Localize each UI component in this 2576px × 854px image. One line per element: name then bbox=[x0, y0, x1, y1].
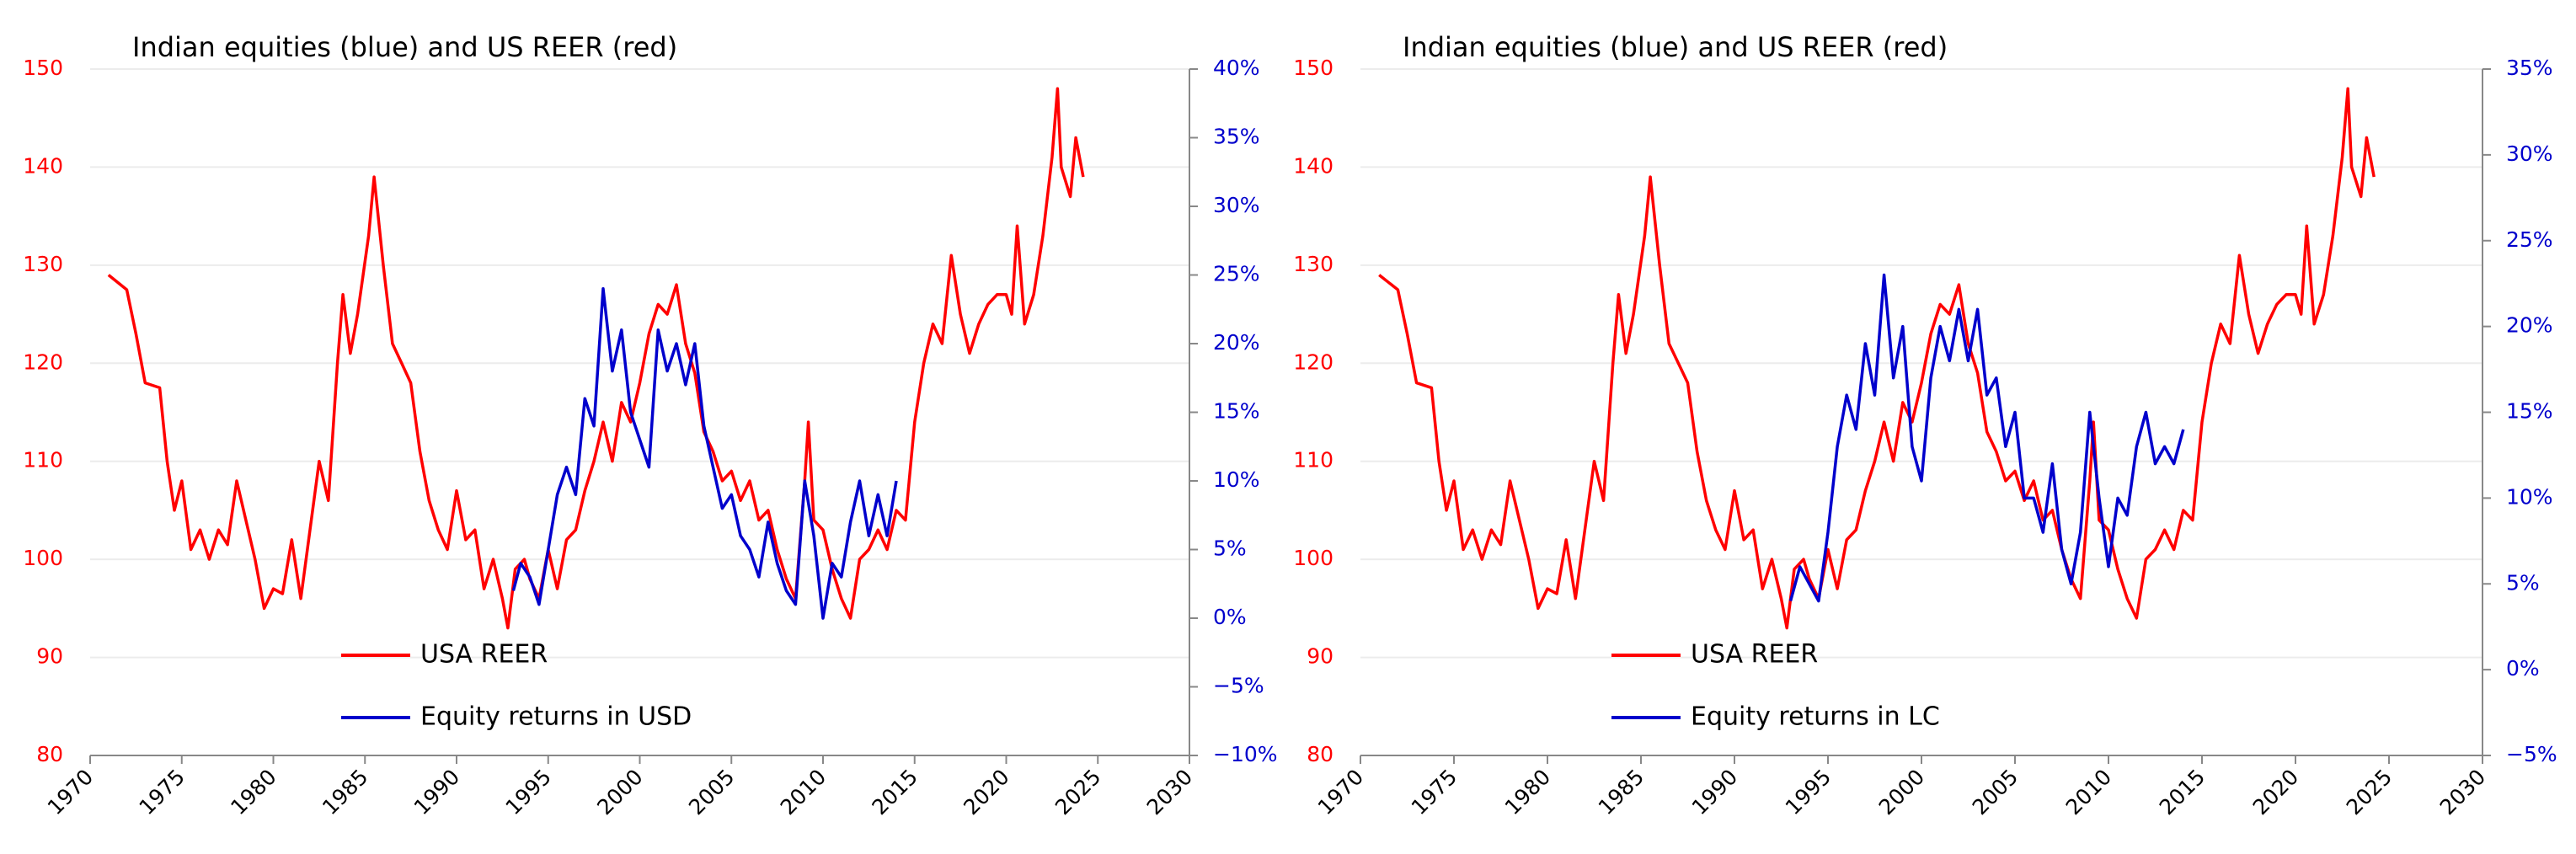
y2-tick-label: 25% bbox=[1213, 262, 1260, 286]
y-tick-label: 120 bbox=[23, 350, 63, 374]
y-tick-label: 120 bbox=[1293, 350, 1333, 374]
x-tick-label: 2000 bbox=[592, 765, 647, 819]
y2-tick-label: 5% bbox=[1213, 536, 1247, 561]
y-tick-label: 140 bbox=[23, 153, 63, 178]
y2-tick-label: 20% bbox=[2506, 313, 2553, 338]
x-tick-label: 2015 bbox=[867, 765, 922, 819]
chart-title: Indian equities (blue) and US REER (red) bbox=[1403, 31, 1948, 63]
y-tick-label: 140 bbox=[1293, 153, 1333, 178]
y2-tick-label: 30% bbox=[2506, 141, 2553, 166]
y2-tick-label: 35% bbox=[1213, 125, 1260, 149]
legend-label: USA REER bbox=[1691, 640, 1818, 670]
y-tick-label: 100 bbox=[23, 546, 63, 570]
y-tick-label: 130 bbox=[23, 252, 63, 276]
x-tick-label: 1985 bbox=[318, 765, 372, 819]
x-tick-label: 2025 bbox=[2342, 765, 2397, 819]
y2-tick-label: −10% bbox=[1213, 742, 1278, 766]
x-tick-label: 1980 bbox=[226, 765, 281, 819]
x-tick-label: 1985 bbox=[1594, 765, 1649, 819]
x-tick-label: 1995 bbox=[1781, 765, 1836, 819]
x-tick-label: 2010 bbox=[776, 765, 831, 819]
y-tick-label: 90 bbox=[1307, 644, 1333, 669]
y-tick-label: 80 bbox=[1307, 742, 1333, 766]
series-line bbox=[511, 287, 898, 620]
y2-tick-label: −5% bbox=[1213, 674, 1264, 698]
series-line bbox=[107, 87, 1085, 630]
y-tick-label: 100 bbox=[1293, 546, 1333, 570]
x-tick-label: 2025 bbox=[1050, 765, 1105, 819]
x-tick-label: 2005 bbox=[684, 765, 739, 819]
x-tick-label: 1990 bbox=[1687, 765, 1742, 819]
x-tick-label: 2000 bbox=[1874, 765, 1929, 819]
y2-tick-label: 15% bbox=[1213, 399, 1260, 424]
chart-title: Indian equities (blue) and US REER (red) bbox=[132, 31, 677, 63]
legend-label: Equity returns in LC bbox=[1691, 702, 1940, 732]
x-tick-label: 2010 bbox=[2061, 765, 2116, 819]
series-line bbox=[1378, 87, 2376, 630]
x-tick-label: 1990 bbox=[409, 765, 464, 819]
legend-label: USA REER bbox=[420, 640, 548, 670]
y2-tick-label: 10% bbox=[2506, 484, 2553, 509]
y2-tick-label: 40% bbox=[1213, 56, 1260, 80]
y2-tick-label: 15% bbox=[2506, 399, 2553, 424]
x-tick-label: 1975 bbox=[134, 765, 189, 819]
x-tick-label: 1975 bbox=[1407, 765, 1462, 819]
series-line bbox=[1788, 273, 2185, 603]
y2-tick-label: 20% bbox=[1213, 330, 1260, 355]
x-tick-label: 1970 bbox=[1313, 765, 1368, 819]
y-tick-label: 90 bbox=[36, 644, 63, 669]
chart: Indian equities (blue) and US REER (red)… bbox=[1293, 31, 2557, 819]
y2-tick-label: 30% bbox=[1213, 193, 1260, 217]
x-tick-label: 2020 bbox=[2248, 765, 2303, 819]
x-tick-label: 2030 bbox=[2435, 765, 2490, 819]
y2-tick-label: 0% bbox=[2506, 656, 2540, 681]
x-tick-label: 2005 bbox=[1968, 765, 2023, 819]
y-tick-label: 110 bbox=[23, 448, 63, 472]
y-tick-label: 150 bbox=[1293, 56, 1333, 80]
y2-tick-label: 5% bbox=[2506, 570, 2540, 595]
y-tick-label: 80 bbox=[36, 742, 63, 766]
y-tick-label: 130 bbox=[1293, 252, 1333, 276]
y2-tick-label: 0% bbox=[1213, 605, 1247, 629]
y-tick-label: 150 bbox=[23, 56, 63, 80]
y2-tick-label: 25% bbox=[2506, 227, 2553, 252]
x-tick-label: 1995 bbox=[500, 765, 555, 819]
chart: Indian equities (blue) and US REER (red)… bbox=[23, 31, 1277, 819]
y2-tick-label: −5% bbox=[2506, 742, 2557, 766]
x-tick-label: 2030 bbox=[1142, 765, 1197, 819]
y2-tick-label: 35% bbox=[2506, 56, 2553, 80]
x-tick-label: 1970 bbox=[43, 765, 98, 819]
legend-label: Equity returns in USD bbox=[420, 702, 692, 732]
y2-tick-label: 10% bbox=[1213, 467, 1260, 492]
x-tick-label: 1980 bbox=[1500, 765, 1555, 819]
x-tick-label: 2020 bbox=[959, 765, 1013, 819]
x-tick-label: 2015 bbox=[2155, 765, 2210, 819]
y-tick-label: 110 bbox=[1293, 448, 1333, 472]
